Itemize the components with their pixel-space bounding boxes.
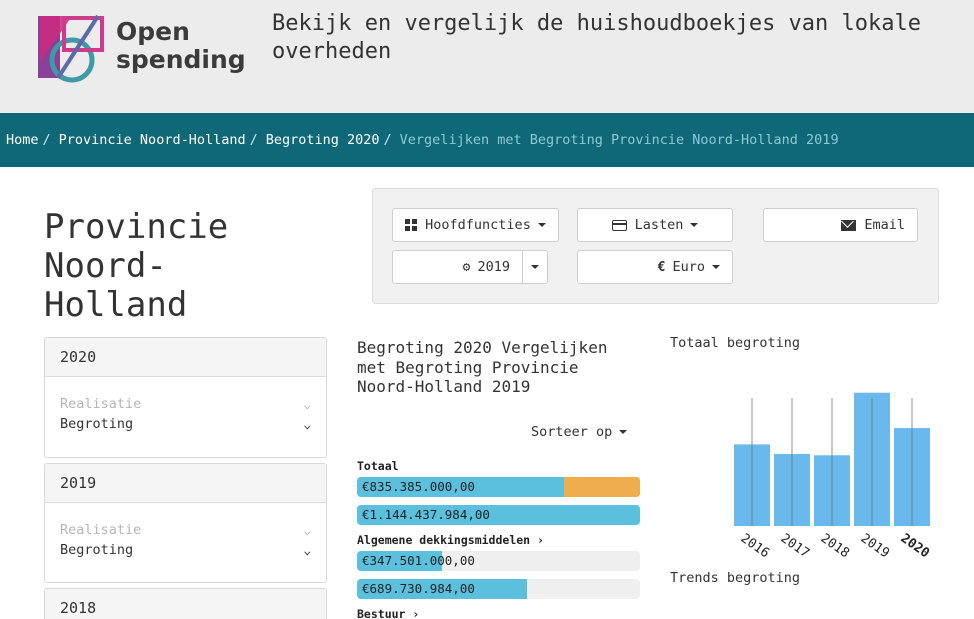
option-begroting[interactable]: Begroting ⌄ (60, 540, 312, 560)
breadcrumb-separator: / (383, 132, 392, 148)
chevron-down-icon: ⌄ (303, 417, 312, 431)
year-box-header[interactable]: 2020 (45, 338, 326, 377)
currency-label: Euro (672, 259, 705, 275)
page-title: Provincie Noord-Holland (44, 207, 229, 325)
section-link-bestuur[interactable]: Bestuur › (357, 607, 419, 619)
year-box-header[interactable]: 2018 (45, 589, 326, 619)
caret-down-icon (537, 223, 546, 227)
chevron-right-icon: › (537, 533, 544, 547)
chart-title: Totaal begroting (670, 335, 801, 351)
caret-down-icon (712, 265, 720, 269)
site-header: Open spending Bekijk en vergelijk de hui… (0, 0, 974, 113)
year-box-2020: 2020 Realisatie ⌄ Begroting ⌄ (44, 337, 327, 458)
email-label: Email (864, 217, 905, 233)
grid-icon (405, 219, 418, 231)
bar-value: €689.730.984,00 (362, 581, 475, 596)
credit-card-icon (611, 219, 627, 231)
option-realisatie[interactable]: Realisatie ⌄ (60, 394, 312, 414)
functions-label: Hoofdfuncties (425, 217, 531, 233)
bar-value: €347.501.000,00 (362, 553, 475, 568)
logo-text[interactable]: Open spending (116, 18, 246, 74)
value-bar: €835.385.000,00 (357, 477, 640, 497)
bar-value: €835.385.000,00 (362, 479, 475, 494)
value-bar: €1.144.437.984,00 (357, 505, 640, 525)
chevron-down-icon: ⌄ (303, 543, 312, 557)
chevron-down-icon: ⌄ (303, 523, 312, 537)
chart-tick-label-2018[interactable]: 2018 (818, 531, 852, 561)
option-label: Begroting (60, 542, 134, 558)
logo-text-line2: spending (116, 45, 246, 74)
value-bar: €347.501.000,00 (357, 551, 640, 571)
caret-down-icon (531, 265, 539, 269)
option-begroting[interactable]: Begroting ⌄ (60, 414, 312, 434)
euro-icon: € (657, 259, 666, 275)
caret-down-icon (619, 430, 628, 434)
breadcrumb-separator: / (249, 132, 258, 148)
year-box-header[interactable]: 2019 (45, 464, 326, 503)
comparison-title: Begroting 2020 Vergelijken met Begroting… (357, 338, 608, 396)
section-label-totaal: Totaal (357, 459, 399, 473)
open-spending-logo-icon[interactable] (36, 14, 106, 84)
breadcrumb: Home / Provincie Noord-Holland / Begroting… (0, 113, 974, 167)
breadcrumb-separator: / (42, 132, 51, 148)
chart-tick-label-2017[interactable]: 2017 (778, 531, 812, 561)
breadcrumb-province[interactable]: Provincie Noord-Holland (58, 132, 246, 148)
functions-dropdown[interactable]: Hoofdfuncties (392, 208, 559, 242)
caret-down-icon (690, 223, 699, 227)
year-select-label: 2019 (477, 259, 510, 275)
currency-dropdown[interactable]: € Euro (577, 250, 733, 284)
site-tagline: Bekijk en vergelijk de huishoudboekjes v… (272, 11, 922, 64)
year-box-2019: 2019 Realisatie ⌄ Begroting ⌄ (44, 463, 327, 583)
email-button[interactable]: Email (763, 208, 918, 242)
totals-bar-chart: 2016 2017 2018 2019 2020 (734, 392, 932, 561)
costs-label: Lasten (634, 217, 684, 233)
gear-icon: ⚙ (462, 259, 471, 275)
year-select-toggle[interactable] (522, 250, 548, 284)
chart-tick-label-2016[interactable]: 2016 (738, 531, 772, 561)
sort-label: Sorteer op (531, 424, 613, 440)
section-label: Bestuur (357, 607, 406, 619)
breadcrumb-budget[interactable]: Begroting 2020 (265, 132, 380, 148)
chevron-down-icon: ⌄ (303, 397, 312, 411)
option-label: Begroting (60, 416, 134, 432)
envelope-icon (841, 219, 857, 231)
control-panel: Hoofdfuncties Lasten Email ⚙ 2019 € Euro (372, 188, 939, 304)
bar-fill (357, 579, 527, 599)
bar-fill (357, 551, 442, 571)
year-select-button[interactable]: ⚙ 2019 (392, 250, 523, 284)
section-label: Algemene dekkingsmiddelen (357, 533, 531, 547)
chart-tick-label-2020[interactable]: 2020 (898, 531, 932, 561)
bar-overflow (563, 477, 640, 497)
option-realisatie[interactable]: Realisatie ⌄ (60, 520, 312, 540)
logo-text-line1: Open (116, 17, 190, 46)
option-label: Realisatie (60, 522, 142, 538)
costs-dropdown[interactable]: Lasten (577, 208, 733, 242)
sort-dropdown[interactable]: Sorteer op (531, 424, 628, 440)
chart-tick-label-2019[interactable]: 2019 (858, 531, 892, 561)
bar-value: €1.144.437.984,00 (362, 507, 490, 522)
option-label: Realisatie (60, 396, 142, 412)
bar-fill (357, 505, 640, 525)
value-bar: €689.730.984,00 (357, 579, 640, 599)
breadcrumb-current: Vergelijken met Begroting Provincie Noor… (399, 132, 839, 148)
section-link-algemene-dekkingsmiddelen[interactable]: Algemene dekkingsmiddelen › (357, 533, 544, 547)
chevron-right-icon: › (412, 607, 420, 619)
trends-heading: Trends begroting (670, 570, 801, 586)
year-box-2018: 2018 (44, 588, 327, 619)
breadcrumb-home[interactable]: Home (6, 132, 39, 148)
